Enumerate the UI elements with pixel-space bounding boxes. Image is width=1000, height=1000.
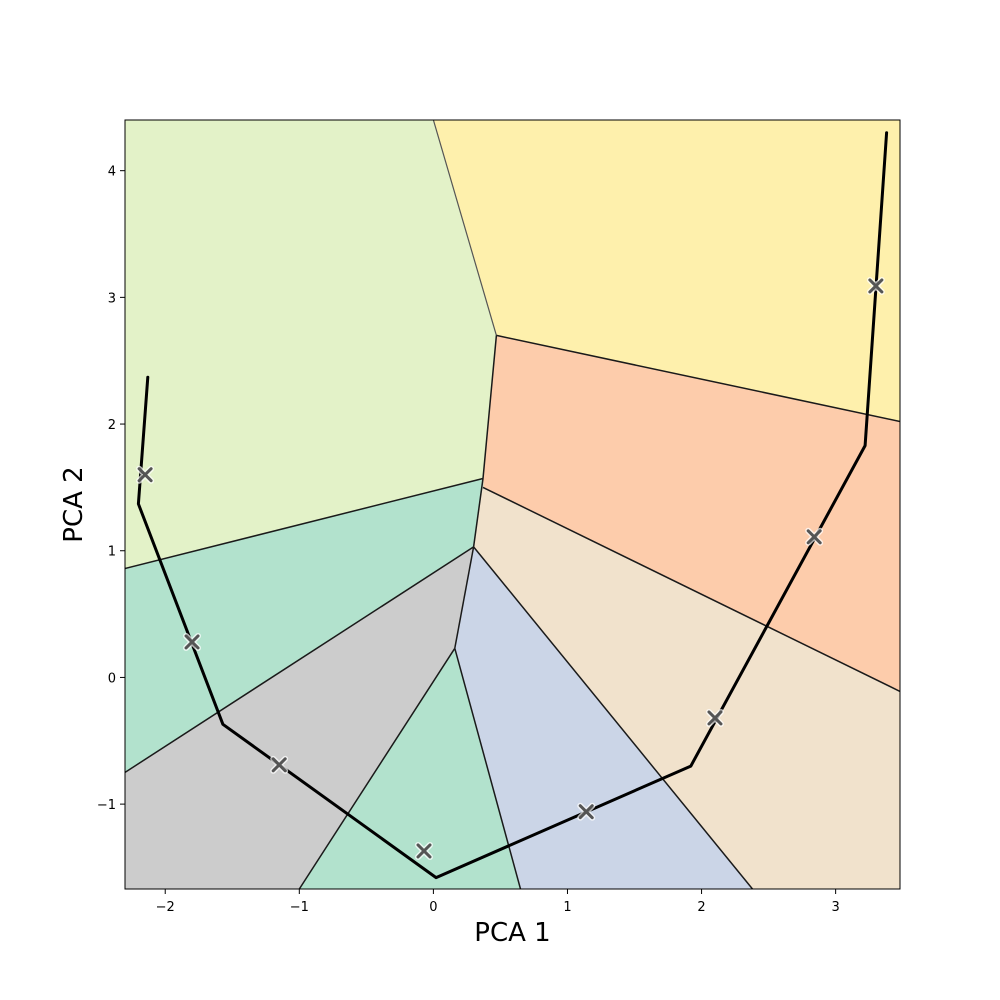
- y-axis-label: PCA 2: [59, 466, 89, 542]
- x-tick-label: 2: [697, 900, 705, 915]
- region-boundary-8: [454, 546, 475, 649]
- x-tick-label: 1: [563, 900, 571, 915]
- region-boundary-6: [482, 486, 900, 693]
- region-boundary-4: [125, 477, 484, 570]
- plot-frame: [124, 119, 901, 890]
- cluster-marker-4: [415, 841, 434, 860]
- region-boundary-11: [454, 648, 522, 889]
- x-axis-label: PCA 1: [474, 918, 550, 948]
- cluster-marker-5: [577, 802, 596, 821]
- x-axis-ticks: −2 −1 0 1 2 3: [156, 889, 840, 915]
- x-tick-label: 0: [429, 900, 437, 915]
- region-boundary-1: [432, 120, 497, 336]
- cluster-marker-1: [136, 465, 155, 484]
- region-boundary-7: [125, 546, 475, 774]
- cluster-marker-8: [866, 276, 885, 295]
- x-tick-label: 3: [831, 900, 839, 915]
- cluster-marker-6: [705, 708, 724, 727]
- region-boundaries: [125, 120, 900, 889]
- region-boundary-2: [496, 334, 900, 423]
- cluster-marker-7: [805, 527, 824, 546]
- y-tick-label: 3: [108, 291, 116, 306]
- y-axis-ticks: −1 0 1 2 3 4: [97, 165, 125, 813]
- region-boundary-3: [482, 335, 498, 479]
- y-tick-label: 4: [108, 165, 116, 180]
- region-boundary-9: [473, 546, 754, 889]
- y-tick-label: 2: [108, 418, 116, 433]
- cluster-markers: [136, 276, 885, 860]
- cluster-marker-3: [270, 755, 289, 774]
- y-tick-label: 1: [108, 545, 116, 560]
- x-tick-label: −1: [290, 900, 309, 915]
- y-tick-label: 0: [108, 671, 116, 686]
- y-tick-label: −1: [97, 798, 116, 813]
- region-boundary-5: [472, 478, 484, 548]
- decision-regions: [125, 120, 900, 889]
- x-tick-label: −2: [156, 900, 175, 915]
- region-boundary-10: [298, 647, 456, 889]
- trajectory-line: [136, 131, 889, 880]
- trajectory: [136, 131, 889, 880]
- cluster-marker-2: [183, 632, 202, 651]
